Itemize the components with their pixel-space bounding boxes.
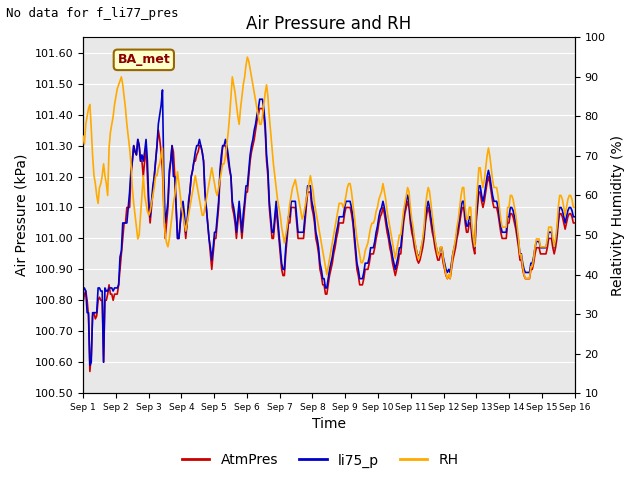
- Y-axis label: Relativity Humidity (%): Relativity Humidity (%): [611, 135, 625, 296]
- Legend: AtmPres, li75_p, RH: AtmPres, li75_p, RH: [176, 448, 464, 473]
- Title: Air Pressure and RH: Air Pressure and RH: [246, 15, 412, 33]
- Y-axis label: Air Pressure (kPa): Air Pressure (kPa): [15, 154, 29, 276]
- X-axis label: Time: Time: [312, 418, 346, 432]
- Text: BA_met: BA_met: [118, 53, 170, 66]
- Text: No data for f_li77_pres: No data for f_li77_pres: [6, 7, 179, 20]
